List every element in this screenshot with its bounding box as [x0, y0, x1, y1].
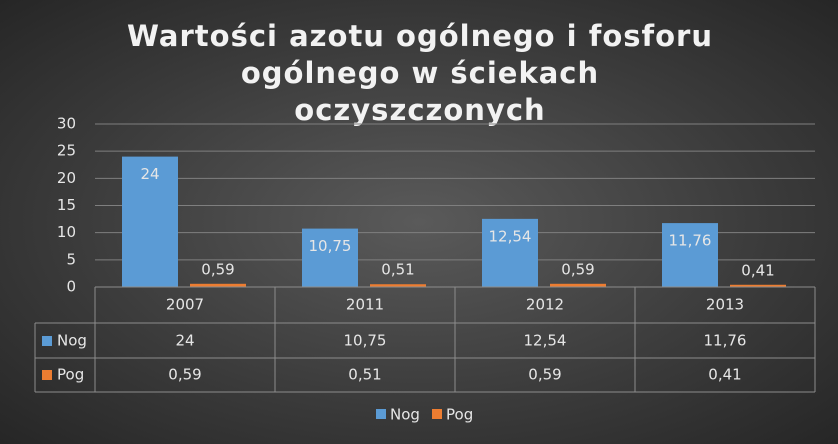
x-tick-label: 2013 [706, 296, 744, 314]
bar [122, 156, 178, 287]
table-cell: 0,59 [528, 366, 561, 384]
data-label: 0,41 [741, 261, 774, 279]
bar [370, 284, 426, 287]
table-cell: 0,59 [168, 366, 201, 384]
y-tick-label: 25 [57, 142, 76, 160]
legend-label: Nog [390, 406, 420, 424]
data-label: 0,51 [381, 261, 414, 279]
table-cell: 0,51 [348, 366, 381, 384]
y-tick-label: 5 [66, 250, 76, 268]
x-tick-label: 2007 [166, 296, 204, 314]
bar [662, 223, 718, 287]
data-label: 12,54 [489, 227, 532, 245]
chart-title: Wartości azotu ogólnego i fosforu ogólne… [126, 19, 714, 127]
y-tick-label: 10 [57, 223, 76, 241]
y-tick-label: 0 [66, 278, 76, 296]
data-label: 11,76 [669, 232, 712, 250]
table-row-label: Pog [57, 366, 84, 384]
legend-key [42, 336, 52, 346]
legend-key [376, 409, 386, 419]
data-label: 10,75 [309, 237, 352, 255]
table-cell: 11,76 [704, 332, 747, 350]
legend-key [432, 409, 442, 419]
bar [190, 283, 246, 287]
bar [730, 284, 786, 287]
y-tick-label: 30 [57, 115, 76, 133]
table-cell: 10,75 [344, 332, 387, 350]
legend-key [42, 370, 52, 380]
bar [482, 218, 538, 287]
table-cell: 0,41 [708, 366, 741, 384]
legend-label: Pog [446, 406, 473, 424]
x-tick-label: 2011 [346, 296, 384, 314]
table-cell: 12,54 [524, 332, 567, 350]
table-row-label: Nog [57, 332, 87, 350]
table-cell: 24 [175, 332, 194, 350]
data-label: 0,59 [561, 260, 594, 278]
data-label: 24 [140, 165, 159, 183]
x-tick-label: 2012 [526, 296, 564, 314]
y-tick-label: 20 [57, 169, 76, 187]
bar [550, 283, 606, 287]
bar [302, 228, 358, 287]
data-label: 0,59 [201, 260, 234, 278]
y-tick-label: 15 [57, 196, 76, 214]
